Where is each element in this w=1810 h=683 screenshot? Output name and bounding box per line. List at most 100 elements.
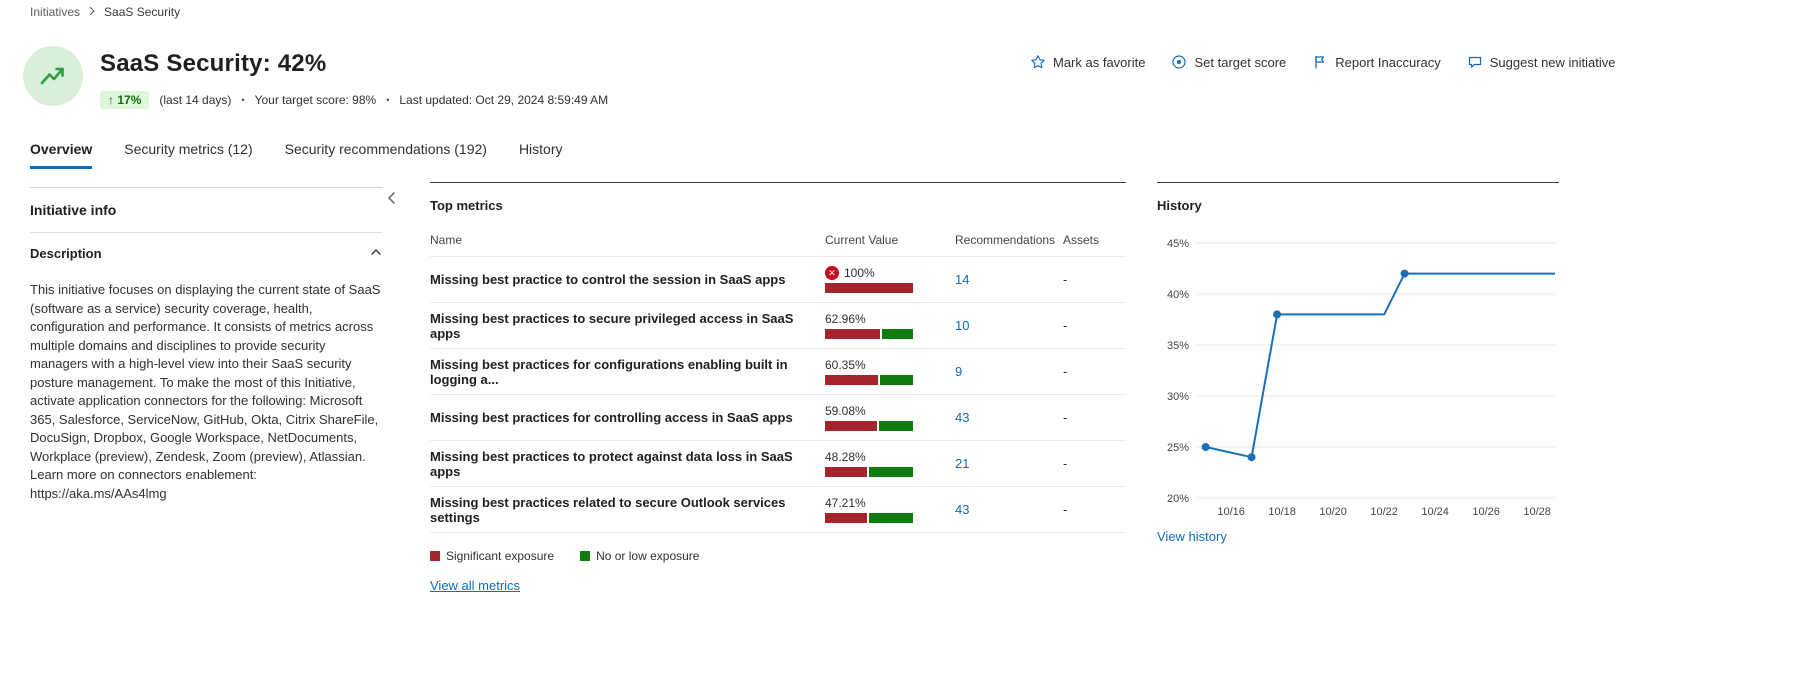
assets-value: - (1063, 410, 1068, 425)
svg-text:20%: 20% (1167, 493, 1189, 505)
recommendations-link[interactable]: 43 (955, 409, 970, 425)
exposure-bar (825, 375, 913, 385)
tab-history[interactable]: History (518, 141, 563, 157)
history-title: History (1157, 198, 1202, 213)
metric-value-text: 60.35% (825, 358, 866, 372)
exposure-bar (825, 421, 913, 431)
legend-item: No or low exposure (580, 549, 699, 563)
legend-swatch (580, 551, 591, 561)
top-metrics-panel: Top metrics Name Current Value Recommend… (430, 182, 1126, 595)
recommendations-link[interactable]: 43 (955, 501, 970, 517)
history-chart: 45% 40% 35% 30% 25% 20% 10/16 10/18 10/20 10/22 10… (1167, 238, 1555, 518)
svg-text:10/20: 10/20 (1319, 506, 1347, 518)
set-target-score-label: Set target score (1194, 54, 1287, 70)
exposure-bar (825, 329, 913, 339)
suggest-new-initiative-label: Suggest new initiative (1489, 54, 1616, 70)
tab-bar: Overview Security metrics (12) Security re… (30, 141, 563, 169)
svg-text:45%: 45% (1167, 238, 1189, 250)
trend-value: 17% (117, 93, 142, 107)
recommendations-link[interactable]: 14 (955, 271, 970, 287)
trend-up-icon (40, 67, 64, 85)
metric-name: Missing best practices to secure privile… (430, 310, 794, 341)
recommendations-link[interactable]: 21 (955, 455, 970, 471)
breadcrumb-item[interactable]: Initiatives (30, 5, 81, 19)
assets-value: - (1063, 456, 1068, 471)
assets-value: - (1063, 272, 1068, 287)
svg-text:40%: 40% (1167, 289, 1189, 301)
tab-security-metrics[interactable]: Security metrics (12) (124, 141, 253, 157)
metric-row: Missing best practice to control the ses… (430, 257, 1126, 303)
metric-row: Missing best practices related to secure… (430, 487, 1126, 533)
svg-text:25%: 25% (1167, 442, 1189, 454)
metric-name: Missing best practices for controlling a… (430, 410, 793, 425)
view-all-metrics-link[interactable]: View all metrics (430, 578, 521, 593)
initiative-info-title: Initiative info (30, 202, 117, 218)
legend-item: Significant exposure (430, 549, 554, 563)
collapse-panel-button[interactable] (383, 189, 401, 210)
svg-text:10/28: 10/28 (1523, 506, 1551, 518)
mark-as-favorite-button[interactable]: Mark as favorite (1030, 54, 1145, 70)
flag-icon (1312, 54, 1328, 70)
chevron-up-icon[interactable] (370, 246, 382, 261)
last-updated-text: Last updated: Oct 29, 2024 8:59:49 AM (399, 93, 609, 107)
chevron-left-icon (385, 192, 399, 208)
tab-security-recommendations[interactable]: Security recommendations (192) (284, 141, 487, 157)
column-current-value: Current Value (825, 233, 899, 247)
report-inaccuracy-button[interactable]: Report Inaccuracy (1312, 54, 1441, 70)
view-history-link[interactable]: View history (1157, 529, 1227, 544)
mark-as-favorite-label: Mark as favorite (1053, 54, 1146, 70)
separator-dot: • (386, 95, 390, 105)
svg-text:10/26: 10/26 (1472, 506, 1500, 518)
metrics-table-header: Name Current Value Recommendations Asset… (430, 233, 1126, 257)
metric-name: Missing best practices related to secure… (430, 494, 786, 525)
separator-dot: • (241, 95, 245, 105)
trend-caption: (last 14 days) (159, 93, 232, 107)
initiative-info-panel: Initiative info Description This initiat… (30, 187, 382, 503)
recommendations-link[interactable]: 9 (955, 363, 963, 379)
set-target-score-button[interactable]: Set target score (1171, 54, 1286, 70)
metric-name: Missing best practice to control the ses… (430, 272, 786, 287)
metric-current-value: 59.08% (825, 404, 955, 431)
header-actions: Mark as favorite Set target score Report I… (1030, 54, 1616, 70)
chat-icon (1467, 54, 1483, 70)
description-section-header[interactable]: Description (30, 233, 382, 273)
metric-value-text: 62.96% (825, 312, 866, 326)
metric-current-value: 47.21% (825, 496, 955, 523)
history-panel: History 45% 40% 35% 30% 25% 20% 10/16 10/18 10/2… (1157, 182, 1559, 546)
metric-current-value: 60.35% (825, 358, 955, 385)
svg-text:10/22: 10/22 (1370, 506, 1398, 518)
target-icon (1171, 54, 1187, 70)
description-text: This initiative focuses on displaying th… (30, 282, 381, 501)
metrics-table-body: Missing best practice to control the ses… (430, 257, 1126, 533)
report-inaccuracy-label: Report Inaccuracy (1335, 54, 1441, 70)
breadcrumb: Initiatives SaaS Security (30, 5, 180, 19)
column-assets: Assets (1063, 233, 1100, 247)
legend-label: Significant exposure (446, 549, 555, 563)
column-name: Name (430, 233, 463, 247)
suggest-new-initiative-button[interactable]: Suggest new initiative (1467, 54, 1616, 70)
metric-value-text: 59.08% (825, 404, 866, 418)
star-icon (1030, 54, 1046, 70)
assets-value: - (1063, 502, 1068, 517)
legend-swatch (430, 551, 440, 561)
legend-label: No or low exposure (596, 549, 700, 563)
exposure-bar (825, 467, 913, 477)
page-title: SaaS Security: 42% (100, 50, 327, 77)
description-label: Description (30, 246, 102, 261)
breadcrumb-item: SaaS Security (104, 5, 181, 19)
initiative-avatar (23, 46, 83, 106)
breadcrumb-separator-icon (87, 5, 97, 19)
metric-value-text: 47.21% (825, 496, 866, 510)
svg-text:35%: 35% (1167, 340, 1189, 352)
svg-text:10/18: 10/18 (1268, 506, 1296, 518)
metric-name: Missing best practices for configuration… (430, 356, 788, 387)
metric-current-value: 48.28% (825, 450, 955, 477)
trend-badge: ↑ 17% (100, 91, 150, 109)
svg-text:30%: 30% (1167, 391, 1189, 403)
metric-current-value: ✕ 100% (825, 266, 955, 293)
svg-text:10/16: 10/16 (1217, 506, 1245, 518)
tab-overview[interactable]: Overview (30, 141, 93, 169)
target-score-text: Your target score: 98% (254, 93, 377, 107)
recommendations-link[interactable]: 10 (955, 317, 970, 333)
